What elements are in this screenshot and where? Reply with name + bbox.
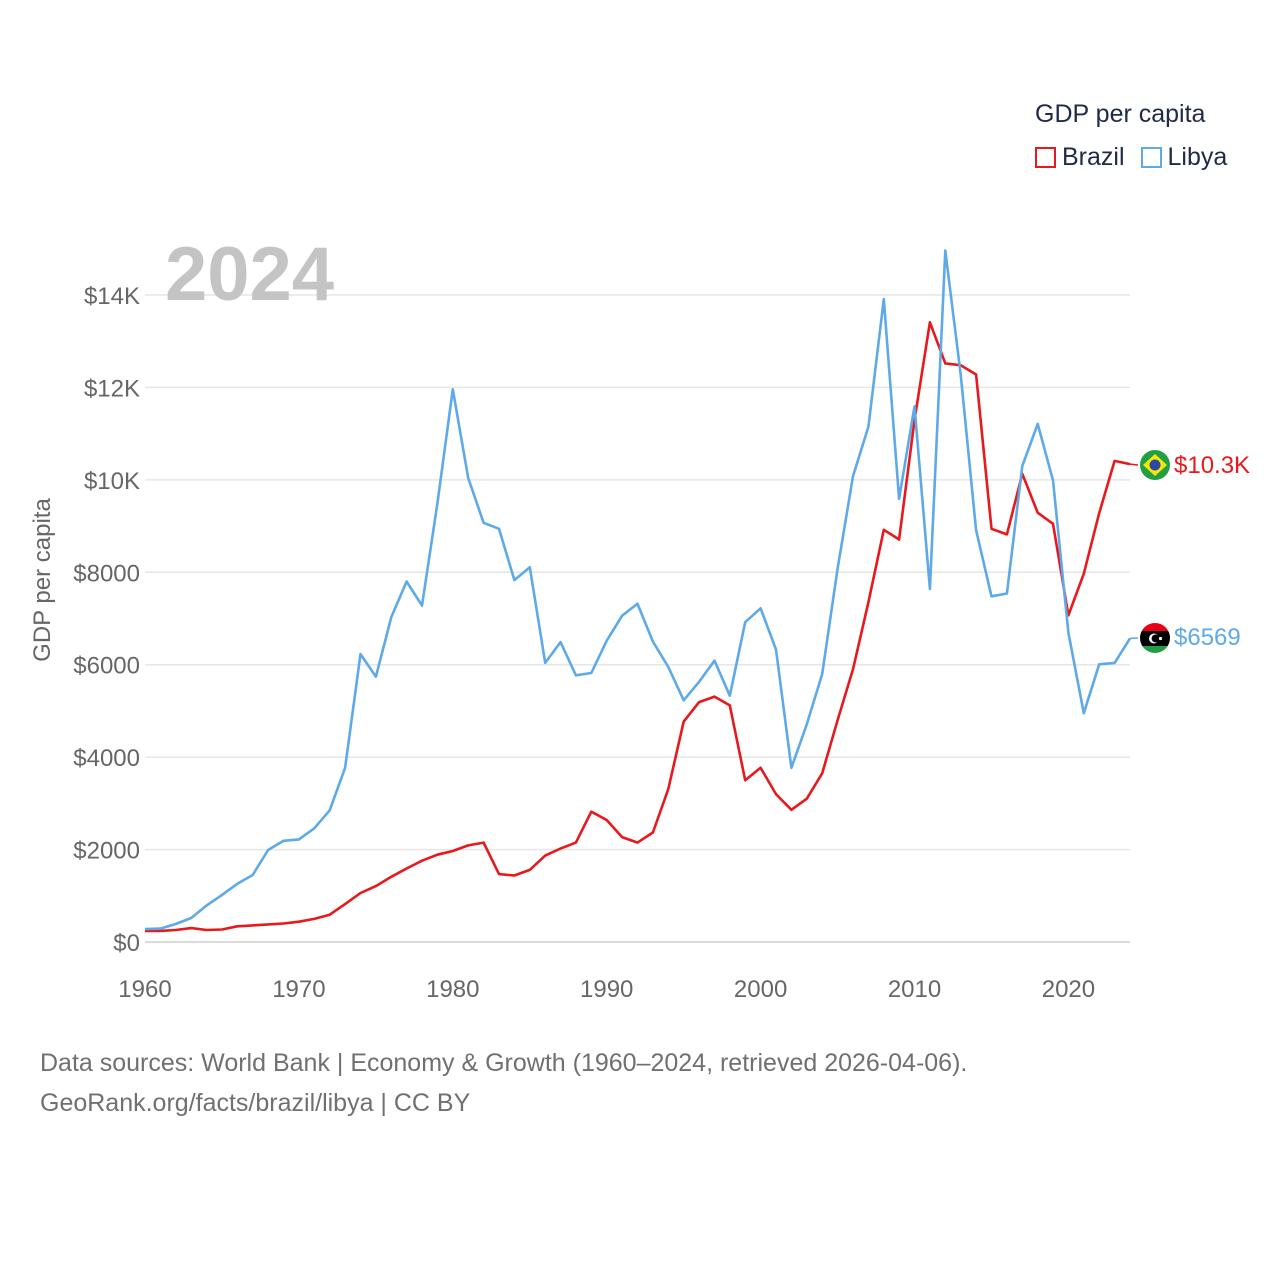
source-line-1: Data sources: World Bank | Economy & Gro…	[40, 1049, 968, 1077]
x-tick-label: 1980	[426, 976, 479, 1003]
x-tick-label: 2010	[888, 976, 941, 1003]
libya-end-label: $6569	[1174, 624, 1241, 651]
x-tick-label: 2000	[734, 976, 787, 1003]
y-tick-label: $6000	[73, 653, 140, 680]
x-tick-label: 1960	[118, 976, 171, 1003]
legend-item-libya[interactable]: Libya	[1140, 143, 1228, 172]
y-tick-label: $0	[113, 930, 140, 957]
legend-swatch-libya	[1140, 147, 1162, 168]
legend-label-brazil: Brazil	[1062, 143, 1125, 171]
y-axis-ticks: $0 $2000 $4000 $6000 $8000 $10K $12K $14K	[73, 283, 140, 957]
y-tick-label: $10K	[84, 468, 140, 495]
y-tick-label: $12K	[84, 375, 140, 402]
x-tick-label: 1990	[580, 976, 633, 1003]
brazil-flag-icon	[1140, 450, 1170, 480]
series-line-libya	[144, 249, 1132, 931]
x-axis-ticks: 1960 1970 1980 1990 2000 2010 2020	[118, 976, 1095, 1003]
legend: Brazil Libya	[1035, 143, 1243, 172]
brazil-end-label: $10.3K	[1174, 452, 1250, 479]
series-line-brazil	[145, 320, 1131, 933]
y-axis-label: GDP per capita	[29, 498, 56, 662]
legend-swatch-brazil	[1035, 147, 1056, 168]
data-source-note: Data sources: World Bank | Economy & Gro…	[40, 1043, 967, 1123]
gridlines	[145, 294, 1130, 943]
series-lines	[144, 249, 1139, 933]
libya-flag-icon	[1140, 623, 1170, 653]
y-tick-label: $14K	[84, 283, 140, 310]
y-tick-label: $2000	[73, 838, 140, 865]
source-line-2: GeoRank.org/facts/brazil/libya | CC BY	[40, 1089, 471, 1117]
legend-title: GDP per capita	[1035, 100, 1206, 128]
legend-label-libya: Libya	[1167, 143, 1228, 171]
end-leader-brazil	[1129, 463, 1139, 466]
year-label: 2024	[165, 232, 334, 317]
x-tick-label: 1970	[272, 976, 325, 1003]
y-tick-label: $4000	[73, 745, 140, 772]
x-tick-label: 2020	[1042, 976, 1095, 1003]
y-tick-label: $8000	[73, 560, 140, 587]
legend-item-brazil[interactable]: Brazil	[1035, 143, 1125, 172]
